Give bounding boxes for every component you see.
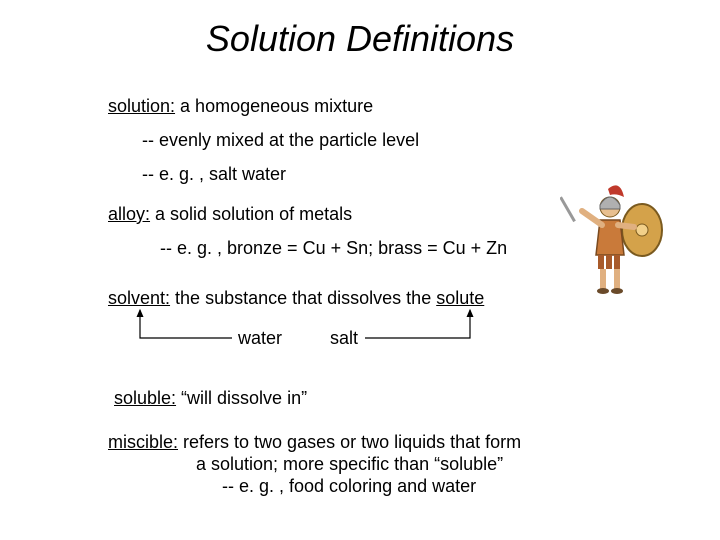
- warrior-illustration: [560, 175, 670, 295]
- body-miscible: refers to two gases or two liquids that …: [178, 432, 521, 452]
- miscible-cont2: -- e. g. , food coloring and water: [222, 476, 476, 497]
- term-solvent: solvent:: [108, 288, 170, 308]
- body-soluble: “will dissolve in”: [176, 388, 307, 408]
- body-solution: a homogeneous mixture: [175, 96, 373, 116]
- arrow-water-solvent: [140, 310, 232, 338]
- term-solution: solution:: [108, 96, 175, 116]
- alloy-sub1: -- e. g. , bronze = Cu + Sn; brass = Cu …: [160, 238, 507, 259]
- term-alloy: alloy:: [108, 204, 150, 224]
- solvent-water: water: [238, 328, 282, 349]
- body-solvent-prefix: the substance that dissolves the: [170, 288, 436, 308]
- arrow-salt-solute: [365, 310, 470, 338]
- slide: Solution Definitions solution: a homogen…: [0, 0, 720, 540]
- def-solution: solution: a homogeneous mixture: [108, 96, 373, 117]
- slide-title: Solution Definitions: [0, 18, 720, 60]
- body-alloy: a solid solution of metals: [150, 204, 352, 224]
- def-alloy: alloy: a solid solution of metals: [108, 204, 352, 225]
- solution-sub2: -- e. g. , salt water: [142, 164, 286, 185]
- term-miscible: miscible:: [108, 432, 178, 452]
- solution-sub1: -- evenly mixed at the particle level: [142, 130, 419, 151]
- miscible-cont1: a solution; more specific than “soluble”: [196, 454, 503, 475]
- term-soluble: soluble:: [114, 388, 176, 408]
- def-miscible: miscible: refers to two gases or two liq…: [108, 432, 521, 453]
- solvent-salt: salt: [330, 328, 358, 349]
- def-solvent: solvent: the substance that dissolves th…: [108, 288, 484, 309]
- def-soluble: soluble: “will dissolve in”: [114, 388, 307, 409]
- term-solute: solute: [436, 288, 484, 308]
